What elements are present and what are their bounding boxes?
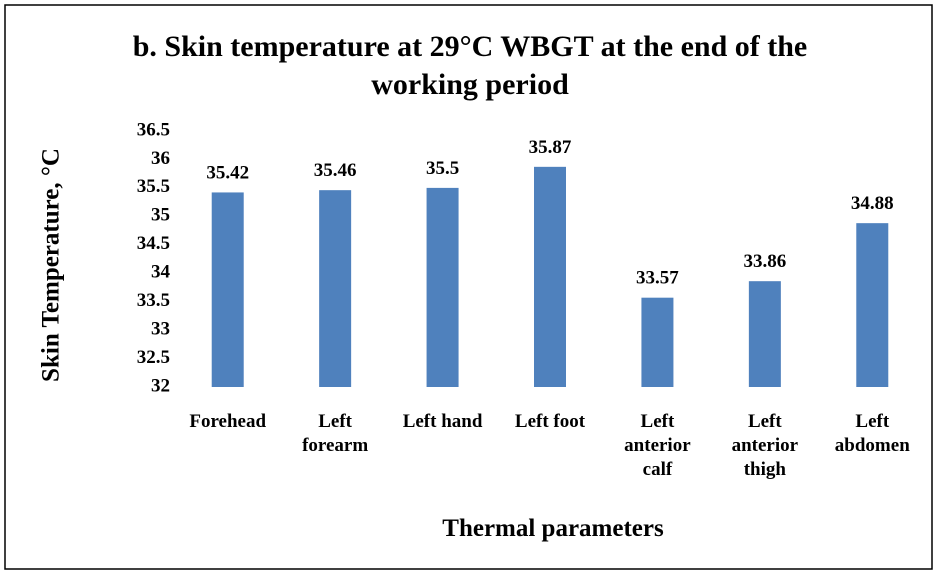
data-label: 33.86 <box>743 251 786 272</box>
x-tick-label: Left hand <box>402 411 483 432</box>
y-tick-label: 34 <box>151 262 171 283</box>
bar <box>319 190 352 387</box>
bar <box>856 223 889 387</box>
y-tick-label: 33 <box>151 318 170 339</box>
bar <box>748 281 781 387</box>
frame <box>4 4 933 570</box>
y-tick-label: 35.5 <box>137 176 170 197</box>
data-label: 35.46 <box>314 160 357 181</box>
data-label: 35.5 <box>426 158 459 179</box>
y-tick-label: 36.5 <box>137 119 170 140</box>
y-axis-title: Skin Temperature, °C <box>38 148 65 382</box>
y-tick-label: 32 <box>151 375 170 396</box>
x-tick-label: Left anterior calf <box>624 411 691 480</box>
x-tick-label: Left forearm <box>302 411 369 456</box>
x-tick-label: Left anterior thigh <box>731 411 799 480</box>
y-tick-label: 34.5 <box>137 233 170 254</box>
bar <box>534 166 566 387</box>
data-label: 35.42 <box>206 162 249 183</box>
bar <box>641 297 674 387</box>
y-tick-label: 33.5 <box>137 290 170 311</box>
bar <box>426 187 459 387</box>
chart-title: b. Skin temperature at 29°C WBGT at the … <box>132 30 808 101</box>
bar <box>211 192 244 387</box>
x-tick-label: Left foot <box>514 411 586 432</box>
y-tick-label: 35 <box>151 205 170 226</box>
y-tick-label: 36 <box>151 148 170 169</box>
x-tick-label: Left abdomen <box>834 411 910 456</box>
x-axis-title: Thermal parameters <box>442 515 664 542</box>
x-tick-label: Forehead <box>189 411 267 432</box>
y-tick-label: 32.5 <box>137 347 170 368</box>
data-label: 33.57 <box>636 268 679 289</box>
data-label: 34.88 <box>851 193 894 214</box>
data-label: 35.87 <box>529 137 572 158</box>
